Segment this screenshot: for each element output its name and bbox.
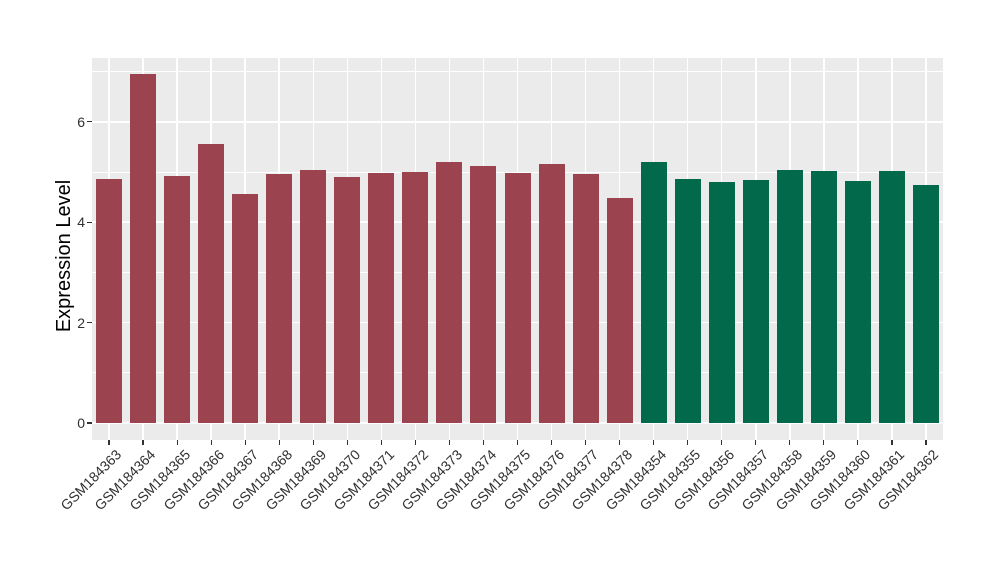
x-tick-mark (789, 440, 791, 445)
bar (878, 171, 905, 423)
bar (708, 182, 735, 423)
bar (606, 197, 633, 423)
bar (402, 171, 429, 423)
bar (368, 173, 395, 423)
major-gridline (92, 120, 943, 123)
x-tick-mark (210, 440, 212, 445)
y-tick-label: 4 (77, 214, 85, 231)
x-tick-mark (687, 440, 689, 445)
y-tick-mark (87, 322, 92, 324)
x-tick-mark (857, 440, 859, 445)
bar (300, 169, 327, 423)
y-tick-mark (87, 121, 92, 123)
x-tick-mark (142, 440, 144, 445)
x-tick-mark (448, 440, 450, 445)
x-tick-mark (653, 440, 655, 445)
bar (572, 174, 599, 423)
bar (810, 171, 837, 423)
bar (232, 193, 259, 423)
x-tick-mark (550, 440, 553, 445)
bar (912, 184, 939, 423)
bar (640, 162, 667, 423)
plot-panel (92, 58, 943, 440)
x-tick-mark (755, 440, 757, 445)
x-tick-mark (278, 440, 280, 445)
x-tick-mark (414, 440, 416, 445)
y-tick-label: 2 (77, 314, 85, 331)
y-tick-mark (87, 221, 92, 223)
bar (198, 143, 225, 423)
y-tick-label: 0 (77, 415, 85, 431)
y-tick-label: 6 (77, 113, 85, 130)
x-tick-mark (619, 440, 621, 445)
x-tick-mark (482, 440, 485, 445)
minor-gridline (92, 171, 943, 173)
x-tick-mark (108, 440, 110, 445)
x-tick-mark (584, 440, 587, 445)
x-tick-mark (244, 440, 246, 445)
minor-gridline (92, 71, 943, 73)
bar (266, 174, 293, 423)
bar (538, 164, 565, 423)
x-tick-mark (176, 440, 178, 445)
x-tick-mark (925, 440, 927, 445)
bar (844, 181, 871, 423)
x-tick-mark (823, 440, 825, 445)
x-tick-mark (721, 440, 723, 445)
y-tick-mark (87, 422, 92, 424)
bar (130, 73, 157, 423)
x-tick-mark (346, 440, 348, 445)
x-tick-mark (380, 440, 382, 445)
bar (742, 180, 769, 423)
bar (436, 162, 463, 423)
bar (504, 172, 531, 423)
bar (470, 165, 497, 423)
bar (164, 175, 191, 423)
x-tick-mark (891, 440, 893, 445)
x-tick-mark (312, 440, 314, 445)
bar (96, 179, 123, 423)
bar (334, 177, 361, 423)
bar (674, 179, 701, 423)
x-tick-mark (516, 440, 519, 445)
bar (776, 170, 803, 423)
